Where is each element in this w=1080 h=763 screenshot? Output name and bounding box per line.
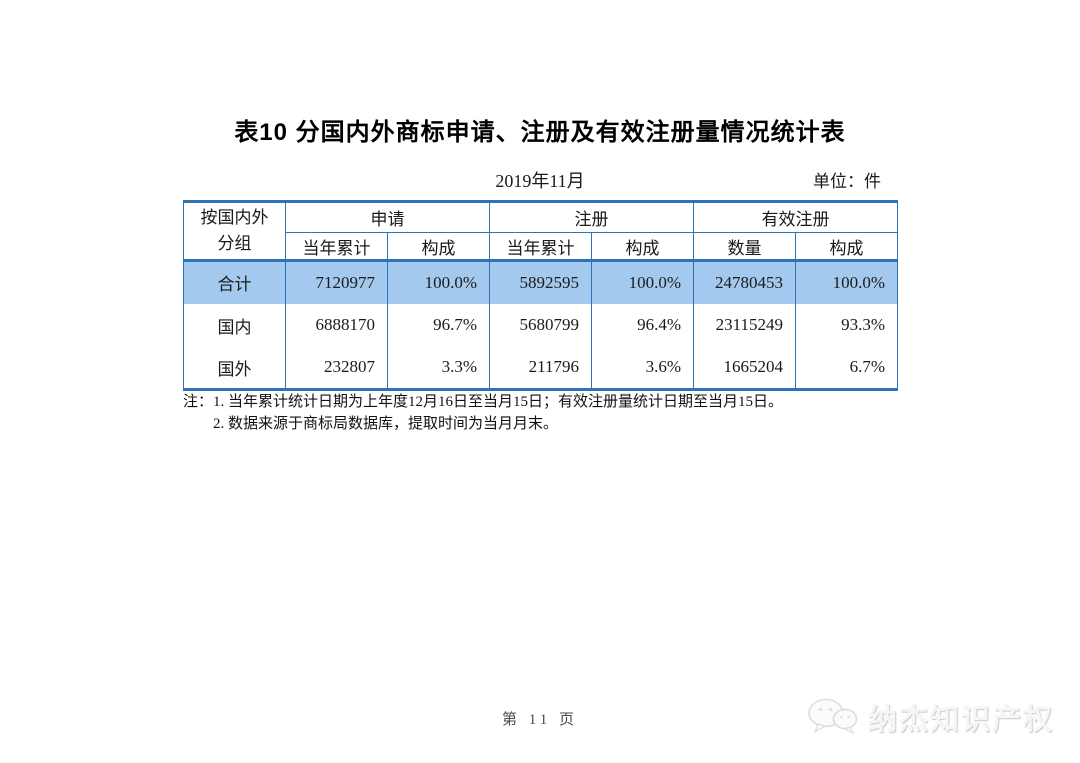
footnote-list: 1. 当年累计统计日期为上年度12月16日至当月15日；有效注册量统计日期至当月…	[213, 392, 783, 436]
row-label: 国外	[183, 346, 286, 390]
unit-label: 单位：件	[813, 172, 881, 191]
header-group-application: 申请	[285, 201, 490, 233]
footnote-1: 1. 当年累计统计日期为上年度12月16日至当月15日；有效注册量统计日期至当月…	[213, 394, 784, 410]
cell-value: 100.0%	[795, 260, 898, 304]
header-reg-share: 构成	[591, 232, 694, 262]
header-group-valid-registration: 有效注册	[693, 201, 898, 233]
header-app-cumulative: 当年累计	[285, 232, 388, 262]
cell-value: 232807	[285, 346, 388, 390]
cell-value: 24780453	[693, 260, 796, 304]
header-valid-share: 构成	[795, 232, 898, 262]
header-group-registration: 注册	[489, 201, 694, 233]
row-label: 国内	[183, 303, 286, 347]
row-label: 合计	[183, 260, 286, 304]
footnote-prefix: 注：	[183, 394, 214, 410]
table-header-groups: 按国内外 分组 申请 注册 有效注册	[183, 201, 898, 262]
cell-value: 100.0%	[387, 260, 490, 304]
cell-value: 1665204	[693, 346, 796, 390]
table-subheader-row: 2019年11月 单位：件	[183, 167, 897, 191]
header-reg-cumulative: 当年累计	[489, 232, 592, 262]
table-header-subcolumns: 当年累计 构成 当年累计 构成 数量 构成	[184, 232, 898, 262]
cell-value: 7120977	[285, 260, 388, 304]
cell-value: 5892595	[489, 260, 592, 304]
report-period: 2019年11月	[495, 171, 585, 191]
cell-value: 211796	[489, 346, 592, 390]
header-app-share: 构成	[387, 232, 490, 262]
table-row-total: 合计 7120977 100.0% 5892595 100.0% 2478045…	[183, 260, 898, 304]
footnote-2: 2. 数据来源于商标局数据库，提取时间为当月月末。	[213, 415, 559, 432]
cell-value: 3.6%	[591, 346, 694, 390]
table-footnotes: 注： 1. 当年累计统计日期为上年度12月16日至当月15日；有效注册量统计日期…	[183, 392, 913, 436]
header-group-line2: 分组	[217, 234, 252, 253]
table-row-foreign: 国外 232807 3.3% 211796 3.6% 1665204 6.7%	[183, 346, 898, 390]
cell-value: 3.3%	[387, 346, 490, 390]
header-valid-quantity: 数量	[693, 232, 796, 262]
cell-value: 100.0%	[591, 260, 694, 304]
cell-value: 6.7%	[795, 346, 898, 390]
cell-value: 96.4%	[591, 303, 694, 347]
page-number: 第 11 页	[502, 712, 578, 728]
table-row-domestic: 国内 6888170 96.7% 5680799 96.4% 23115249 …	[183, 303, 898, 347]
cell-value: 6888170	[285, 303, 388, 347]
statistics-table: 按国内外 分组 申请 注册 有效注册 当年累计 构成 当年累计 构成 数量 构成…	[183, 200, 898, 391]
page-title: 表10 分国内外商标申请、注册及有效注册量情况统计表	[234, 119, 846, 146]
header-group-column: 按国内外 分组	[183, 201, 286, 262]
cell-value: 23115249	[693, 303, 796, 347]
header-group-line1: 按国内外	[200, 207, 269, 227]
cell-value: 96.7%	[387, 303, 490, 347]
cell-value: 5680799	[489, 303, 592, 347]
cell-value: 93.3%	[795, 303, 898, 347]
